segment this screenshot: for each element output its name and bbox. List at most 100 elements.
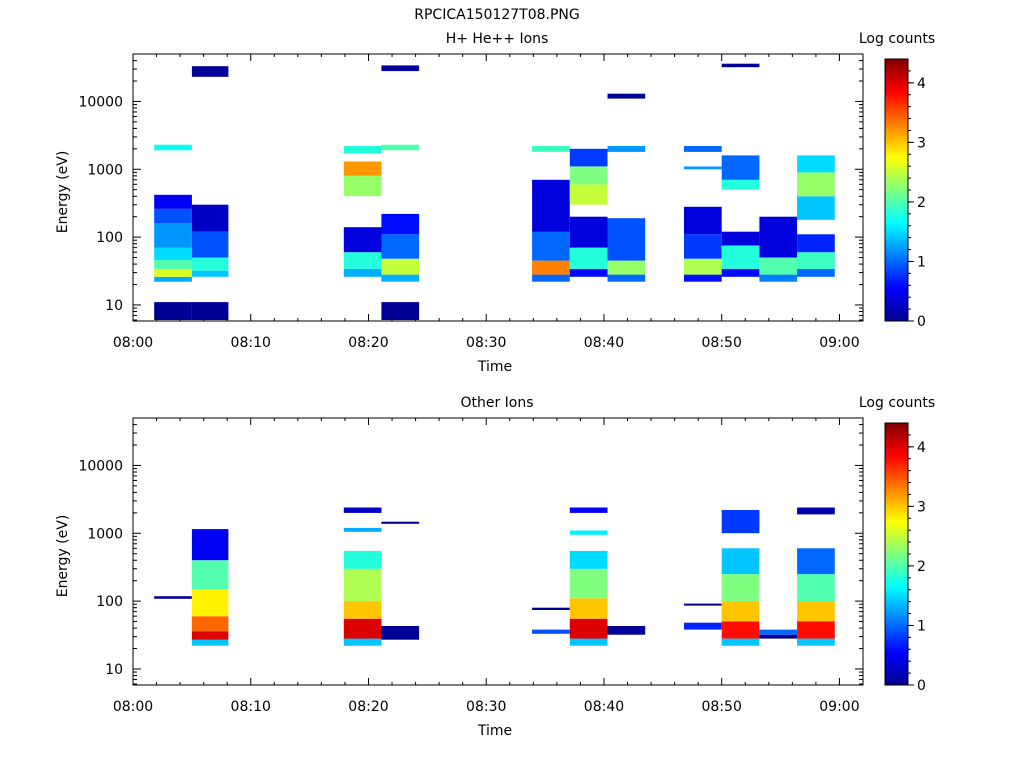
- panel-top-axes-frame: [132, 53, 864, 322]
- heatmap-cell-col5-seg2: [569, 598, 608, 619]
- heatmap-cell-col3-seg1: [381, 258, 420, 275]
- heatmap-cell-col0-seg8: [154, 302, 192, 320]
- heatmap-cell-col1-seg0: [191, 639, 229, 646]
- heatmap-cell-col2-seg6: [343, 507, 382, 513]
- heatmap-cell-col5-seg3: [569, 568, 608, 599]
- figure-title: RPCICA150127T08.PNG: [414, 7, 579, 23]
- panel-bottom-colorbar-label: Log counts: [859, 395, 935, 411]
- x-tick-label: 08:50: [702, 335, 742, 351]
- x-tick-label: 08:50: [702, 699, 742, 715]
- heatmap-cell-col0-seg7: [154, 144, 192, 151]
- heatmap-cell-col2-seg5: [343, 527, 382, 532]
- x-tick-label: 08:20: [348, 699, 388, 715]
- panel-top-heatmap: [154, 63, 835, 320]
- colorbar-tick-label: 4: [917, 76, 926, 92]
- x-tick-label: 08:40: [584, 335, 624, 351]
- colorbar-tick-label: 0: [917, 678, 926, 694]
- heatmap-cell-col0-seg2: [154, 260, 192, 269]
- panel-top-xlabel: Time: [477, 359, 512, 375]
- heatmap-cell-col2-seg4: [343, 161, 382, 176]
- panel-bottom-xlabel: Time: [477, 723, 512, 739]
- heatmap-cell-col8-seg2: [721, 231, 760, 246]
- x-tick-label: 08:00: [113, 335, 153, 351]
- y-tick-label: 100: [96, 594, 123, 610]
- heatmap-cell-col9-seg0: [759, 634, 798, 639]
- heatmap-cell-col10-seg1: [797, 252, 835, 269]
- heatmap-cell-col1-seg5: [191, 66, 229, 77]
- heatmap-cell-col10-seg3: [797, 196, 835, 220]
- heatmap-cell-col4-seg1: [532, 607, 570, 610]
- x-tick-label: 08:10: [231, 335, 271, 351]
- x-tick-label: 08:30: [466, 699, 506, 715]
- heatmap-cell-col2-seg2: [343, 227, 382, 253]
- heatmap-cell-col4-seg2: [532, 231, 570, 261]
- heatmap-cell-col7-seg1: [684, 603, 722, 606]
- panel-top-colorbar: [884, 58, 909, 322]
- heatmap-cell-col8-seg1: [721, 245, 760, 269]
- heatmap-cell-col6-seg1: [607, 260, 646, 275]
- panel-bottom-ylabel: Energy (eV): [55, 515, 71, 598]
- colorbar-tick-label: 3: [917, 499, 926, 515]
- heatmap-cell-col4-seg0: [532, 629, 570, 634]
- heatmap-cell-col10-seg4: [797, 172, 835, 197]
- heatmap-cell-col0-seg4: [154, 223, 192, 248]
- colorbar-tick-label: 3: [917, 135, 926, 151]
- heatmap-cell-col7-seg0: [684, 274, 722, 282]
- heatmap-cell-col2-seg4: [343, 550, 382, 569]
- colorbar-tick-label: 1: [917, 618, 926, 634]
- panel-top-colorbar-ticks: 0 1 2 3 4: [908, 70, 926, 330]
- heatmap-cell-col2-seg0: [343, 638, 382, 646]
- panel-top-colorbar-label: Log counts: [859, 31, 935, 47]
- heatmap-cell-col5-seg4: [569, 166, 608, 185]
- heatmap-cell-col2-seg5: [343, 146, 382, 154]
- heatmap-cell-col2-seg3: [343, 568, 382, 602]
- heatmap-cell-col3-seg5: [381, 144, 420, 151]
- heatmap-cell-col10-seg2: [797, 234, 835, 253]
- heatmap-cell-col5-seg5: [569, 530, 608, 535]
- heatmap-cell-col10-seg4: [797, 548, 835, 575]
- panel-bottom-title: Other Ions: [460, 395, 533, 411]
- heatmap-cell-col5-seg3: [569, 184, 608, 205]
- x-tick-label: 08:20: [348, 335, 388, 351]
- heatmap-cell-col4-seg4: [532, 146, 570, 152]
- heatmap-cell-col7-seg2: [684, 234, 722, 259]
- heatmap-cell-col7-seg0: [684, 622, 722, 630]
- x-tick-label: 08:40: [584, 699, 624, 715]
- x-tick-label: 09:00: [819, 699, 859, 715]
- heatmap-cell-col1-seg5: [191, 529, 229, 561]
- heatmap-cell-col2-seg2: [343, 601, 382, 619]
- heatmap-cell-col3-seg6: [381, 65, 420, 72]
- heatmap-cell-col8-seg2: [721, 601, 760, 622]
- y-tick-label: 10000: [78, 458, 123, 474]
- heatmap-cell-col0-seg1: [154, 268, 192, 277]
- colorbar-tick-label: 2: [917, 195, 926, 211]
- y-tick-label: 10: [105, 298, 123, 314]
- heatmap-cell-col8-seg1: [721, 621, 760, 639]
- colorbar-tick-label: 2: [917, 559, 926, 575]
- heatmap-cell-col1-seg3: [191, 204, 229, 232]
- heatmap-cell-col3-seg4: [381, 302, 420, 320]
- panel-bottom-colorbar: [884, 422, 909, 686]
- panel-bottom-heatmap: [154, 507, 835, 646]
- x-tick-label: 08:10: [231, 699, 271, 715]
- heatmap-cell-col4-seg3: [532, 179, 570, 232]
- heatmap-cell-col10-seg5: [797, 507, 835, 515]
- heatmap-cell-col5-seg6: [569, 507, 608, 513]
- heatmap-cell-col3-seg0: [381, 626, 420, 640]
- heatmap-cell-col1-seg4: [191, 560, 229, 590]
- heatmap-cell-col0-seg5: [154, 209, 192, 224]
- heatmap-cell-col3-seg2: [381, 234, 420, 259]
- panel-bottom-axes: 08:00 08:10 08:20 08:30 08:40 08:50 09:00 10 100…: [78, 417, 864, 715]
- heatmap-cell-col9-seg2: [759, 216, 798, 258]
- heatmap-cell-col8-seg3: [721, 574, 760, 602]
- heatmap-cell-col2-seg0: [343, 268, 382, 277]
- heatmap-cell-col2-seg1: [343, 618, 382, 639]
- panel-bottom: Other Ions Log counts 08:00 08:10 08:20 08:…: [55, 395, 935, 739]
- heatmap-cell-col8-seg3: [721, 179, 760, 190]
- heatmap-cell-col0-seg6: [154, 194, 192, 209]
- heatmap-cell-col5-seg0: [569, 268, 608, 277]
- heatmap-cell-col10-seg3: [797, 574, 835, 602]
- heatmap-cell-col9-seg1: [759, 629, 798, 635]
- heatmap-cell-col8-seg4: [721, 155, 760, 180]
